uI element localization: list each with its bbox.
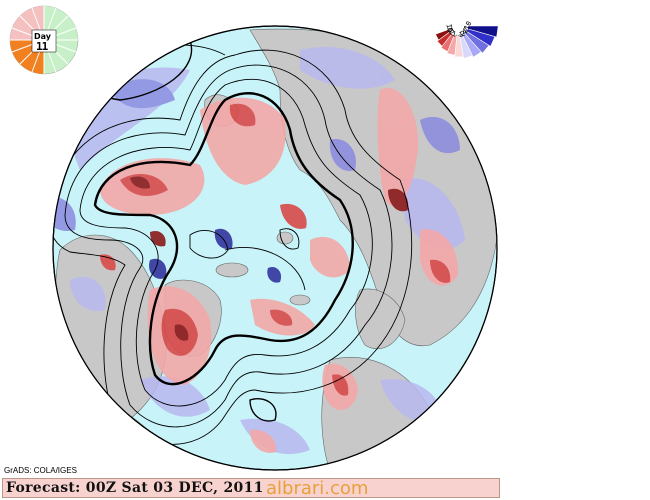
- forecast-label: Forecast: 00Z Sat 03 DEC, 2011: [6, 480, 264, 496]
- grads-credit: GrADS: COLA/IGES: [4, 466, 77, 475]
- scale-label: 7: [445, 25, 454, 32]
- day-dial-label: Day: [34, 32, 52, 41]
- scale-label: -2: [456, 29, 466, 39]
- scale-label: 1: [451, 30, 457, 39]
- day-dial-number: 11: [36, 40, 48, 53]
- day-dial: [9, 5, 79, 75]
- watermark-text: albrari.com: [266, 478, 369, 499]
- globe: [52, 25, 498, 471]
- scale-label: -4: [457, 28, 468, 39]
- scale-label: 10: [444, 23, 454, 33]
- scale-swatch: [467, 25, 499, 38]
- scale-label: -1: [454, 31, 463, 39]
- scale-label: 4: [446, 27, 455, 36]
- scale-label: -7: [459, 26, 471, 38]
- warm-anomalies: [100, 88, 459, 453]
- forecast-bar: [2, 478, 500, 498]
- scale-label: 2: [448, 28, 456, 37]
